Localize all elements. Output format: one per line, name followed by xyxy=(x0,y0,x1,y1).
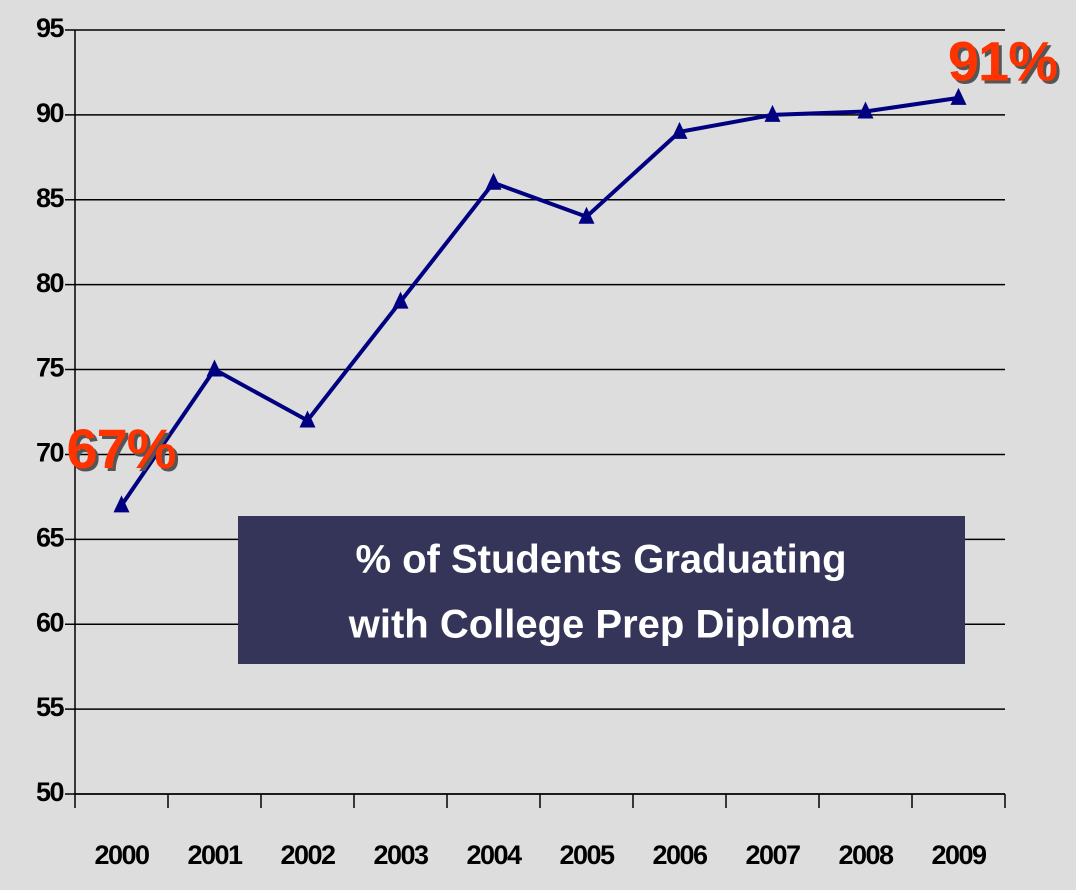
marker xyxy=(299,410,316,428)
marker xyxy=(485,172,502,190)
x-tick-label: 2002 xyxy=(280,840,335,870)
y-tick-label: 85 xyxy=(36,183,65,213)
marker xyxy=(950,87,967,105)
series-line xyxy=(119,95,959,507)
value-label-shadow: 91% xyxy=(951,33,1060,96)
title-box xyxy=(238,516,965,664)
value-label-shadow: 67% xyxy=(70,420,179,483)
x-tick-label: 2000 xyxy=(94,840,149,870)
x-tick-label: 2005 xyxy=(559,840,615,870)
value-label: 67% xyxy=(67,417,176,480)
chart-title: % of Students Graduating xyxy=(355,538,846,582)
y-tick-label: 80 xyxy=(36,268,64,298)
x-tick-label: 2006 xyxy=(652,840,708,870)
y-tick-label: 65 xyxy=(36,522,65,552)
marker xyxy=(578,206,595,224)
y-tick-label: 70 xyxy=(36,438,64,468)
y-tick-label: 95 xyxy=(36,13,65,43)
y-tick-label: 75 xyxy=(36,353,65,383)
marker xyxy=(206,359,223,377)
y-tick-label: 60 xyxy=(36,607,64,637)
x-tick-label: 2007 xyxy=(745,840,800,870)
x-tick-label: 2001 xyxy=(187,840,243,870)
x-tick-label: 2004 xyxy=(466,840,522,870)
chart-title: with College Prep Diploma xyxy=(348,603,854,647)
marker xyxy=(392,291,409,309)
marker xyxy=(764,104,781,122)
x-tick-label: 2003 xyxy=(373,840,429,870)
value-label: 91% xyxy=(948,30,1057,93)
marker xyxy=(857,101,874,119)
y-tick-label: 50 xyxy=(36,777,64,807)
y-tick-label: 55 xyxy=(36,692,65,722)
x-tick-label: 2008 xyxy=(838,840,894,870)
x-tick-label: 2009 xyxy=(931,840,987,870)
y-tick-label: 90 xyxy=(36,98,64,128)
marker xyxy=(671,121,688,139)
marker xyxy=(113,495,130,513)
